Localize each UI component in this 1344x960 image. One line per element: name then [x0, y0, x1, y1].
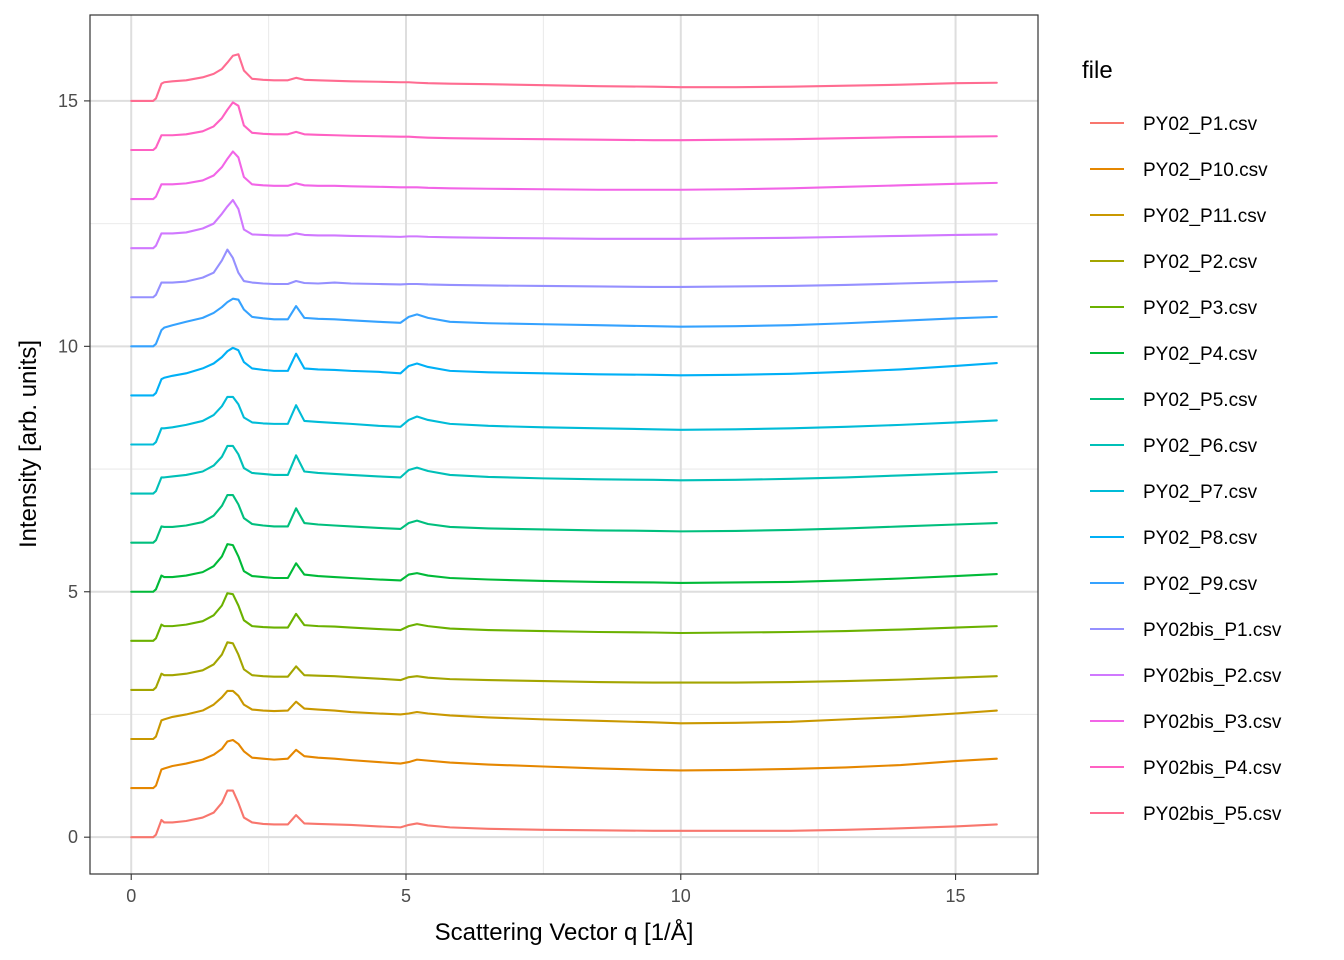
- series-line-15: [130, 101, 998, 152]
- legend-label: PY02_P3.csv: [1143, 298, 1258, 319]
- series-line-16: [130, 53, 998, 102]
- series-line-10: [130, 346, 998, 397]
- y-axis: 0 5 10 15: [58, 91, 90, 847]
- series-line-8: [130, 444, 998, 495]
- y-tick-label: 15: [58, 91, 78, 111]
- series-line-9: [130, 395, 998, 446]
- y-tick-label: 10: [58, 336, 78, 356]
- legend: file PY02_P1.csv PY02_P10.csv PY02_P11.csv…: [1082, 57, 1282, 825]
- legend-label: PY02_P8.csv: [1143, 528, 1258, 549]
- legend-label: PY02_P1.csv: [1143, 114, 1258, 135]
- legend-label: PY02_P5.csv: [1143, 390, 1258, 411]
- series-line-7: [130, 494, 998, 544]
- x-tick-label: 10: [671, 886, 691, 906]
- series-line-1: [130, 789, 998, 839]
- y-tick-label: 0: [68, 827, 78, 847]
- y-axis-title: Intensity [arb. units]: [15, 340, 42, 548]
- x-tick-label: 15: [946, 886, 966, 906]
- grid: [90, 15, 1038, 874]
- legend-label: PY02_P10.csv: [1143, 160, 1268, 181]
- x-tick-label: 0: [126, 886, 136, 906]
- legend-label: PY02bis_P5.csv: [1143, 804, 1282, 825]
- series-line-4: [130, 641, 998, 691]
- plot-border: [89, 14, 1039, 875]
- series-line-6: [130, 543, 998, 593]
- legend-label: PY02_P11.csv: [1143, 206, 1267, 227]
- x-axis: 0 5 10 15: [126, 874, 966, 906]
- series-line-14: [130, 150, 998, 201]
- legend-label: PY02_P2.csv: [1143, 252, 1258, 273]
- legend-label: PY02bis_P1.csv: [1143, 620, 1282, 641]
- legend-label: PY02bis_P2.csv: [1143, 666, 1282, 687]
- legend-label: PY02_P9.csv: [1143, 574, 1258, 595]
- legend-label: PY02_P6.csv: [1143, 436, 1258, 457]
- series-line-13: [130, 199, 998, 250]
- legend-label: PY02bis_P3.csv: [1143, 712, 1282, 733]
- legend-title: file: [1082, 57, 1113, 84]
- series-line-2: [130, 738, 998, 790]
- y-tick-label: 5: [68, 582, 78, 602]
- series-line-3: [130, 689, 998, 741]
- legend-label: PY02_P7.csv: [1143, 482, 1258, 503]
- legend-label: PY02_P4.csv: [1143, 344, 1258, 365]
- series-line-11: [130, 297, 998, 348]
- series-line-5: [130, 592, 998, 642]
- x-axis-title: Scattering Vector q [1/Å]: [435, 918, 694, 946]
- legend-label: PY02bis_P4.csv: [1143, 758, 1282, 779]
- series-group: [130, 53, 998, 839]
- plot-panel: [90, 15, 1038, 874]
- x-tick-label: 5: [401, 886, 411, 906]
- series-line-12: [130, 248, 998, 299]
